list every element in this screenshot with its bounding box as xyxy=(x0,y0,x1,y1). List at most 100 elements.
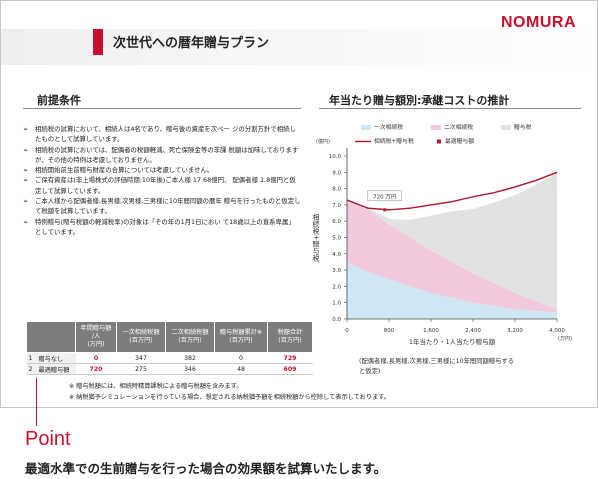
y-axis-title: 相続税+贈与税 xyxy=(312,213,320,263)
bullet-marker: ➢ xyxy=(23,197,29,206)
condition-text: 相続開始前生前贈与財産の合算については考慮していません。 xyxy=(35,166,214,175)
chart-line xyxy=(346,171,558,212)
table-header-first-tax: 一次相続税額 (百万円) xyxy=(116,321,166,353)
chart-areas xyxy=(347,173,557,319)
y-tick-label: 9.0 xyxy=(332,170,341,176)
bullet-marker: ➢ xyxy=(23,125,29,133)
y-tick-label: 5.0 xyxy=(332,236,341,242)
total-tax-line xyxy=(346,171,558,211)
table-header-total-tax: 税額合計 (百万円) xyxy=(267,321,313,353)
condition-item: ➢ ご保有資産は(非上場株式の評価時期:10年後)ご本人様 17.68億円、 配偶… xyxy=(23,175,301,196)
chart-caption: (配偶者様,長男様,次男様,三男様に10年間同額贈与すると仮定) xyxy=(359,356,514,375)
condition-item: ➢ 相続税の試算においては、配偶者の税額軽減、死亡保険金等の非課 税額は加味してお… xyxy=(23,145,301,166)
legend-marker-swatch xyxy=(437,139,441,144)
optimum-marker xyxy=(383,208,387,212)
legend-swatch-3 xyxy=(501,125,511,130)
condition-text: 相続税の試算において、相続人は4名であり、贈与後の資産を次ペー ジの分割方針で相… xyxy=(35,125,296,144)
cell-second-tax: 382 xyxy=(165,352,215,364)
x-tick-label: 1,600 xyxy=(423,328,439,334)
x-tick-label: 3,200 xyxy=(507,328,523,334)
cell-first-tax: 275 xyxy=(116,363,166,375)
bullet-marker: ➢ xyxy=(23,145,29,154)
x-tick-label: 2,400 xyxy=(465,328,481,334)
cell-first-tax: 347 xyxy=(116,352,166,364)
conditions-list: ➢ 相続税の試算において、相続人は4名であり、贈与後の資産を次ペー ジの分割方針で… xyxy=(23,124,301,237)
table-header-row: 年間贈与額 /人 (万円) 一次相続税額 (百万円) 二次相続税額 (百万円) … xyxy=(26,321,313,353)
cell-gift-amount: 720 xyxy=(75,363,117,375)
title-accent-mark xyxy=(93,29,103,55)
cell-second-tax: 346 xyxy=(165,363,215,375)
legend-label: 相続税+贈与税 xyxy=(374,137,414,145)
table-row: 1 贈与なし 0 347 382 0 729 xyxy=(26,352,313,364)
y-tick-label: 7.0 xyxy=(332,203,341,209)
condition-text: 特例贈与(贈与税額の軽減税率)の対象は「その年の1月1日におい て18歳以上の直… xyxy=(35,217,295,236)
condition-item: ➢ 特例贈与(贈与税額の軽減税率)の対象は「その年の1月1日におい て18歳以上の… xyxy=(23,217,301,238)
nomura-logo: NOMURA xyxy=(501,14,576,31)
footnotes: ※ 贈与税額には、相続時精算課税による贈与税額を含みます。 ※ 納税猶予シミュレ… xyxy=(69,381,390,403)
y-tick-label: 3.0 xyxy=(332,268,341,274)
chart-heading: 年当たり贈与額別:承継コストの推計 xyxy=(329,94,510,107)
point-connector xyxy=(36,378,37,426)
condition-item: ➢ 相続税の試算において、相続人は4名であり、贈与後の資産を次ペー ジの分割方針で… xyxy=(23,124,301,145)
y-tick-label: 4.0 xyxy=(332,252,341,258)
y-tick-label: 8.0 xyxy=(332,187,341,193)
condition-text: ご本人様から配偶者様,長男様,次男様,三男様に10年間同額の暦年 贈与を行ったも… xyxy=(35,197,301,216)
row-label: 贈与なし xyxy=(36,352,76,364)
row-number: 1 xyxy=(26,352,37,364)
x-tick-label: 4,000 xyxy=(549,328,565,334)
conditions-heading: 前提条件 xyxy=(37,94,81,107)
page-title: 次世代への暦年贈与プラン xyxy=(113,36,270,51)
condition-text: 相続税の試算においては、配偶者の税額軽減、死亡保険金等の非課 税額は加味しており… xyxy=(35,145,299,164)
legend-label: 贈与税 xyxy=(514,123,532,131)
slide: 次世代への暦年贈与プラン NOMURA 前提条件 ➢ 相続税の試算において、相続人… xyxy=(0,0,598,408)
optimum-callout-label: 720 万円 xyxy=(373,193,397,200)
x-axis-title: 1年当たり・1人当たり贈与額 xyxy=(409,337,496,346)
condition-text: ご保有資産は(非上場株式の評価時期:10年後)ご本人様 17.68億円、 配偶者… xyxy=(35,176,296,195)
point-label: Point xyxy=(25,428,71,450)
area-first-tax xyxy=(347,261,557,319)
optimum-callout-box xyxy=(367,190,403,202)
y-tick-label: 10.0 xyxy=(329,154,342,160)
y-tick-label: 0.0 xyxy=(332,317,341,323)
y-tick-label: 6.0 xyxy=(332,219,341,225)
y-unit-label: (億円) xyxy=(316,138,330,145)
chart-axes xyxy=(344,148,558,322)
bullet-marker: ➢ xyxy=(23,176,29,185)
row-label: 最適贈与額 xyxy=(36,363,76,375)
cell-gift-tax-total: 48 xyxy=(214,363,268,375)
legend-label: 一次相続税 xyxy=(374,123,403,131)
table-header-gift-tax-total: 贈与税額累計※ (百万円) xyxy=(214,321,268,353)
x-tick-label: 0 xyxy=(345,328,349,334)
table-header-corner xyxy=(26,321,76,353)
chart-caption-line: と仮定) xyxy=(359,366,380,375)
x-tick-label: 800 xyxy=(384,328,395,334)
table-row: 2 最適贈与額 720 275 346 48 609 xyxy=(26,363,313,375)
conditions-divider xyxy=(23,108,301,109)
condition-item: ➢ 相続開始前生前贈与財産の合算については考慮していません。 xyxy=(23,165,301,175)
cell-total-tax: 729 xyxy=(267,352,313,364)
footnote: ※ 納税猶予シミュレーションを行っている場合、想定される納税猶予額を相続税額から… xyxy=(69,394,390,401)
result-table: 年間贈与額 /人 (万円) 一次相続税額 (百万円) 二次相続税額 (百万円) … xyxy=(26,321,313,375)
cell-gift-amount: 0 xyxy=(75,352,117,364)
area-second-tax xyxy=(347,200,557,313)
y-tick-label: 1.0 xyxy=(332,301,341,307)
legend-swatch-1 xyxy=(361,125,371,130)
chart-caption-line: (配偶者様,長男様,次男様,三男様に10年間同額贈与する xyxy=(359,356,514,365)
bullet-marker: ➢ xyxy=(23,217,29,226)
y-tick-label: 2.0 xyxy=(332,284,341,290)
title-bar: 次世代への暦年贈与プラン NOMURA xyxy=(1,1,597,65)
area-gift-tax xyxy=(347,173,557,310)
table-header-gift-amount: 年間贈与額 /人 (万円) xyxy=(75,321,117,353)
bullet-marker: ➢ xyxy=(23,166,29,175)
cell-total-tax: 609 xyxy=(267,363,313,375)
legend-label: 最適贈与額 xyxy=(445,137,474,145)
chart-labels: 0.0 1.0 2.0 3.0 4.0 5.0 6.0 7.0 8.0 9.0 10.0 0 800 1,… xyxy=(312,138,572,375)
chart-divider xyxy=(319,108,581,109)
footnote: ※ 贈与税額には、相続時精算課税による贈与税額を含みます。 xyxy=(69,383,243,390)
cell-gift-tax-total: 0 xyxy=(214,352,268,364)
point-text: 最適水準での生前贈与を行った場合の効果額を試算いたします。 xyxy=(25,461,387,476)
x-unit-label: (万円) xyxy=(558,336,572,342)
condition-item: ➢ ご本人様から配偶者様,長男様,次男様,三男様に10年間同額の暦年 贈与を行った… xyxy=(23,196,301,217)
